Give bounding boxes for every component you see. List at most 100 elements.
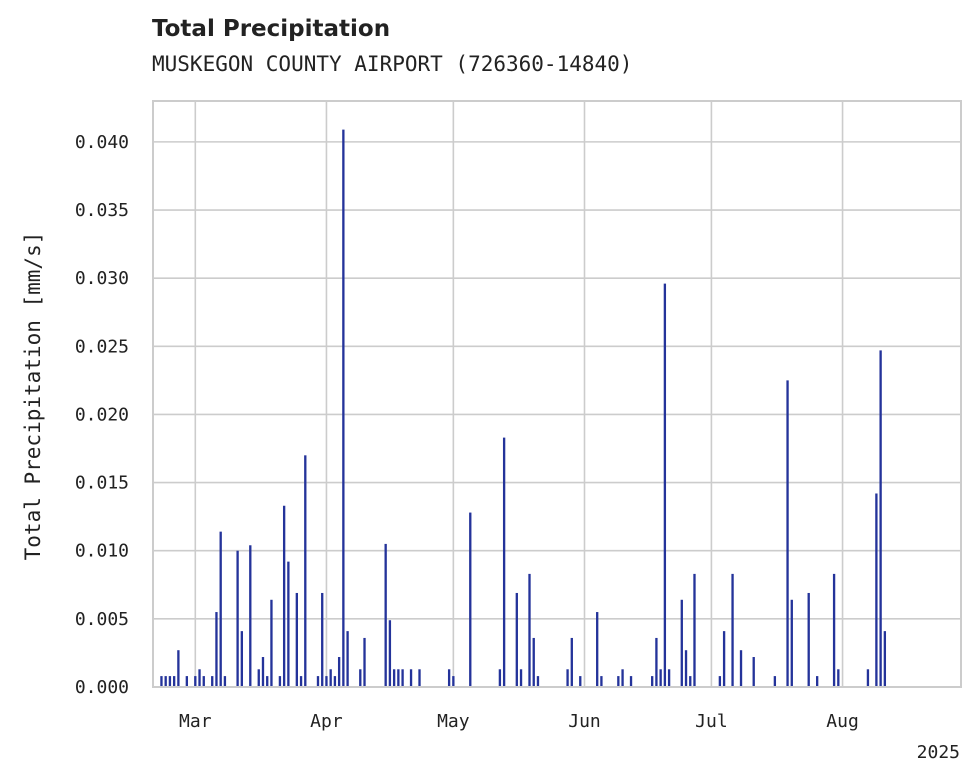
precipitation-bar [359, 669, 362, 687]
precipitation-bar [722, 631, 726, 687]
precipitation-bar [536, 676, 540, 687]
precipitation-bar [600, 676, 603, 687]
precipitation-bar [261, 657, 265, 687]
precipitation-bar [168, 676, 172, 687]
precipitation-bar [287, 561, 290, 687]
x-tick-label: Jul [695, 711, 728, 732]
precipitation-bar [663, 283, 667, 687]
precipitation-bar [321, 592, 324, 687]
precipitation-bar [773, 676, 777, 687]
precipitation-bar [786, 380, 789, 687]
x-tick-label: Apr [310, 711, 343, 732]
y-tick-label: 0.020 [75, 404, 129, 425]
precipitation-bar [172, 676, 176, 687]
precipitation-bar [731, 573, 734, 687]
y-tick-label: 0.005 [75, 609, 129, 630]
precipitation-bar [266, 676, 269, 687]
precipitation-bar [202, 676, 205, 687]
x-tick-label: May [437, 711, 470, 732]
precipitation-bar [363, 637, 366, 687]
precipitation-bar [570, 637, 573, 687]
precipitation-bar [452, 676, 455, 687]
precipitation-bar [832, 573, 836, 687]
precipitation-bar [621, 669, 624, 687]
grid-lines [153, 101, 961, 688]
precipitation-bar [418, 669, 421, 687]
precipitation-bar [384, 543, 387, 687]
x-tick-label: Jun [568, 711, 601, 732]
x-tick-label: Mar [179, 711, 212, 732]
y-tick-label: 0.025 [75, 336, 129, 357]
precipitation-bar [223, 676, 227, 687]
y-axis-label: Total Precipitation [mm/s] [21, 232, 45, 561]
precipitation-bar [752, 657, 755, 687]
precipitation-bar [816, 676, 819, 687]
precipitation-bar [211, 676, 214, 687]
plot-frame [152, 100, 962, 688]
precipitation-bar [304, 455, 307, 687]
precipitation-bar [693, 573, 696, 687]
y-tick-label: 0.010 [75, 541, 129, 562]
precipitation-bar [655, 637, 658, 687]
y-tick-label: 0.000 [75, 677, 129, 698]
precipitation-bar [219, 531, 222, 687]
precipitation-bar [532, 637, 535, 687]
y-tick-label: 0.040 [75, 132, 129, 153]
precipitation-bar [236, 550, 239, 687]
precipitation-bar [528, 573, 531, 687]
x-axis-year-label: 2025 [917, 742, 960, 763]
precipitation-bar [342, 129, 345, 688]
precipitation-bar [249, 545, 252, 687]
precipitation-bar [515, 592, 518, 687]
precipitation-bar [346, 631, 349, 687]
precipitation-bar [790, 599, 793, 687]
precipitation-bar [659, 669, 662, 687]
precipitation-bar [807, 592, 810, 687]
precipitation-bar [299, 676, 303, 687]
precipitation-bar [198, 669, 201, 687]
precipitation-bar [684, 650, 688, 687]
precipitation-bar [629, 676, 633, 687]
precipitation-bar [185, 676, 189, 687]
precipitation-bar [566, 669, 569, 687]
precipitation-bar [257, 669, 260, 687]
x-axis-ticks: Mar Apr May Jun Jul Aug [179, 711, 859, 732]
precipitation-bar [866, 669, 870, 687]
precipitation-bar [325, 676, 328, 687]
precipitation-bar [409, 669, 413, 687]
precipitation-bar [240, 631, 244, 687]
chart-subtitle: MUSKEGON COUNTY AIRPORT (726360-14840) [152, 52, 633, 76]
precipitation-bar [333, 676, 337, 687]
precipitation-bar [837, 669, 840, 687]
y-tick-label: 0.035 [75, 200, 129, 221]
precipitation-bar [875, 493, 878, 687]
precipitation-bar [278, 676, 282, 687]
precipitation-bar [651, 676, 654, 687]
precipitation-bars [160, 129, 887, 688]
precipitation-bar [337, 657, 341, 687]
precipitation-bar [270, 599, 273, 687]
precipitation-bar [177, 650, 180, 687]
precipitation-bar [215, 612, 218, 687]
precipitation-bar [447, 669, 451, 687]
precipitation-bar [596, 612, 599, 687]
y-tick-label: 0.015 [75, 473, 129, 494]
precipitation-bar [498, 669, 502, 687]
precipitation-bar [469, 512, 472, 687]
precipitation-bar [883, 631, 887, 687]
chart-title: Total Precipitation [152, 16, 391, 42]
precipitation-bar [397, 669, 400, 687]
precipitation-bar [667, 669, 671, 687]
precipitation-bar [689, 676, 692, 687]
y-axis-ticks: 0.000 0.005 0.010 0.015 0.020 0.025 0.030 0.035… [75, 132, 129, 698]
precipitation-bar [316, 676, 320, 687]
precipitation-bar [194, 676, 197, 687]
precipitation-bar [519, 669, 523, 687]
precipitation-bar [160, 676, 163, 687]
precipitation-bar [329, 669, 332, 687]
precipitation-bar [739, 650, 743, 687]
x-tick-label: Aug [826, 711, 859, 732]
precipitation-bar [718, 676, 722, 687]
precipitation-bar [282, 505, 286, 687]
